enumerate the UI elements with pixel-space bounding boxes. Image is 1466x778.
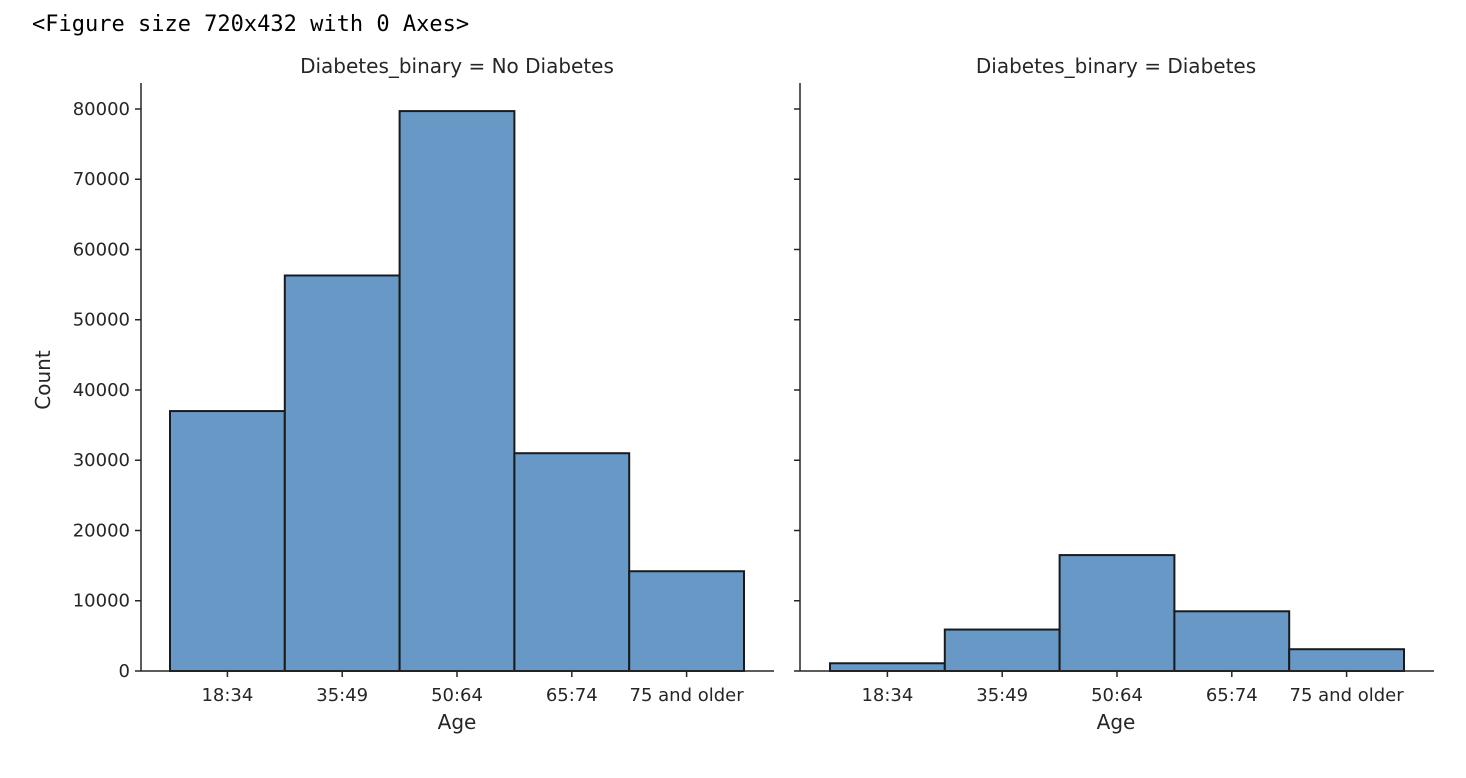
y-tick-label: 20000	[73, 520, 130, 541]
bar-18-34	[829, 662, 946, 673]
y-tick-label: 0	[119, 661, 130, 682]
panel-no-diabetes: Diabetes_binary = No Diabetes Count Age …	[31, 54, 774, 734]
bar-65-74	[1173, 610, 1291, 672]
bar-50-64	[1058, 554, 1176, 673]
x-tick-label: 75 and older	[1290, 685, 1405, 706]
y-axis-label: Count	[31, 350, 55, 410]
x-tick-label: 50:64	[1091, 685, 1143, 706]
x-tick-label: 75 and older	[630, 685, 745, 706]
bar-35-49	[283, 274, 401, 672]
y-tick-label: 80000	[73, 99, 130, 120]
x-tick-label: 35:49	[316, 685, 368, 706]
figure-size-output: <Figure size 720x432 with 0 Axes>	[32, 12, 470, 37]
bar-35-49	[943, 628, 1061, 672]
panel-title-no-diabetes: Diabetes_binary = No Diabetes	[300, 54, 614, 78]
bar-65-74	[513, 452, 631, 672]
bar-75-and-older	[1288, 648, 1405, 672]
x-axis-label-right: Age	[1097, 710, 1136, 734]
y-tick-label: 50000	[73, 310, 130, 331]
x-tick-label: 50:64	[431, 685, 483, 706]
y-tick-label: 60000	[73, 239, 130, 260]
x-tick-label: 65:74	[1206, 685, 1258, 706]
x-axis-label-left: Age	[438, 710, 477, 734]
x-tick-label: 18:34	[201, 685, 253, 706]
bar-18-34	[169, 410, 286, 672]
y-tick-label: 10000	[73, 591, 130, 612]
panel-title-diabetes: Diabetes_binary = Diabetes	[976, 54, 1256, 78]
x-tick-label: 35:49	[976, 685, 1028, 706]
y-tick-label: 70000	[73, 169, 130, 190]
bar-75-and-older	[628, 570, 746, 672]
y-tick-label: 40000	[73, 380, 130, 401]
panel-diabetes: Diabetes_binary = Diabetes Age 18:34 35:4…	[794, 54, 1434, 734]
bar-50-64	[398, 110, 516, 673]
x-tick-label: 18:34	[861, 685, 913, 706]
y-tick-label: 30000	[73, 450, 130, 471]
x-tick-label: 65:74	[546, 685, 598, 706]
